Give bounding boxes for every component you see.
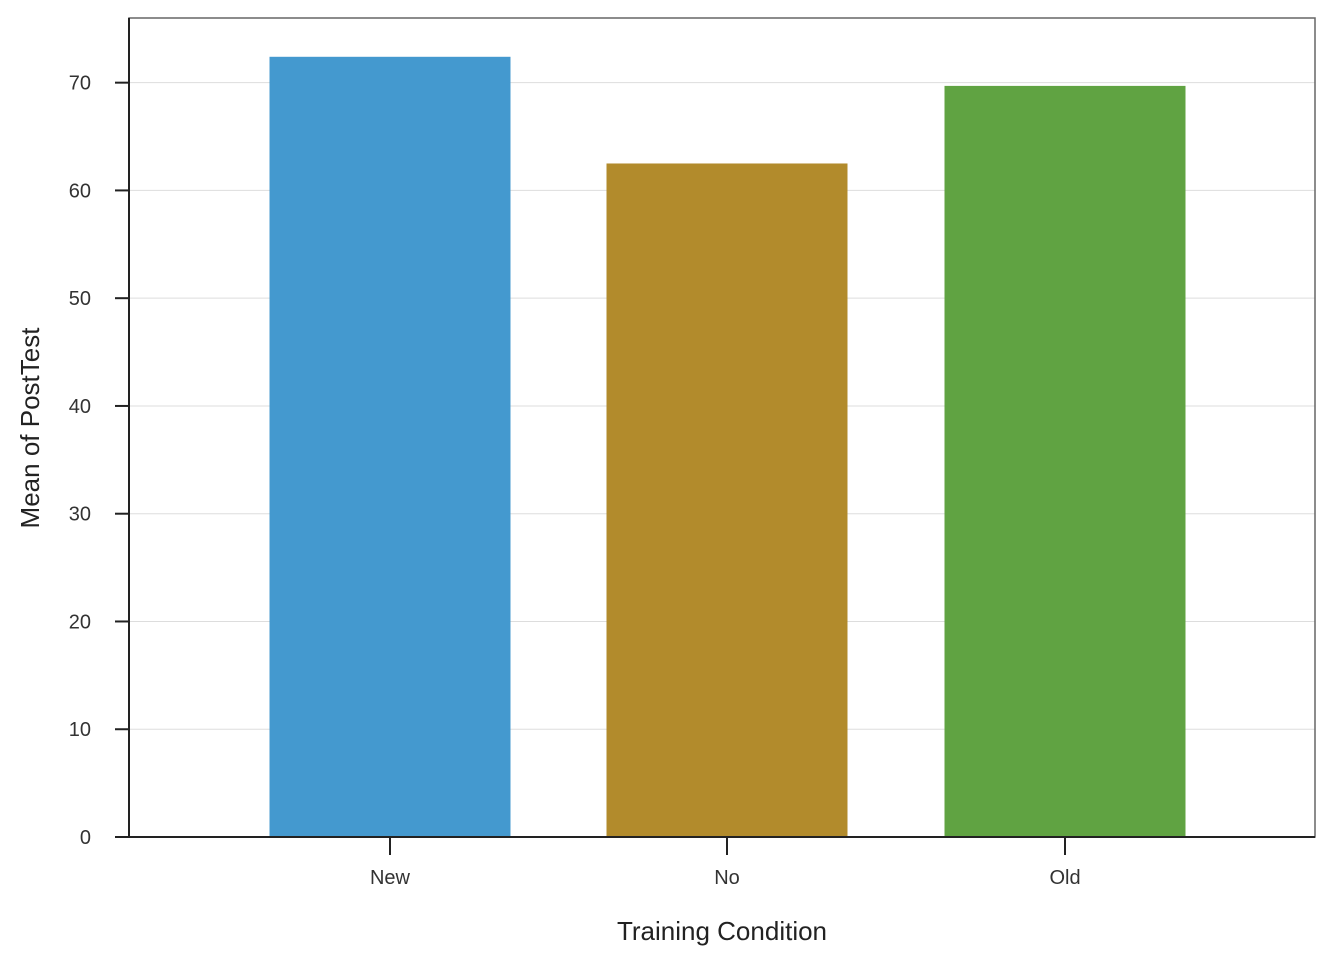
bar-old bbox=[944, 85, 1186, 837]
x-axis-title: Training Condition bbox=[617, 916, 827, 946]
y-tick-label: 60 bbox=[69, 180, 91, 202]
x-tick-label: No bbox=[714, 867, 740, 889]
y-axis-title: Mean of PostTest bbox=[15, 327, 45, 529]
y-tick-label: 40 bbox=[69, 396, 91, 418]
x-tick-label: New bbox=[370, 867, 411, 889]
y-tick-label: 70 bbox=[69, 73, 91, 95]
bar-no bbox=[606, 163, 848, 837]
y-tick-label: 10 bbox=[69, 719, 91, 741]
x-tick-label: Old bbox=[1049, 867, 1080, 889]
bar-new bbox=[269, 56, 511, 837]
axes: 0 10 20 30 40 50 60 70 New No Old bbox=[69, 18, 1315, 889]
y-tick-label: 20 bbox=[69, 611, 91, 633]
y-tick-label: 30 bbox=[69, 504, 91, 526]
bars bbox=[269, 56, 1186, 837]
y-tick-label: 0 bbox=[80, 827, 91, 849]
y-tick-label: 50 bbox=[69, 288, 91, 310]
